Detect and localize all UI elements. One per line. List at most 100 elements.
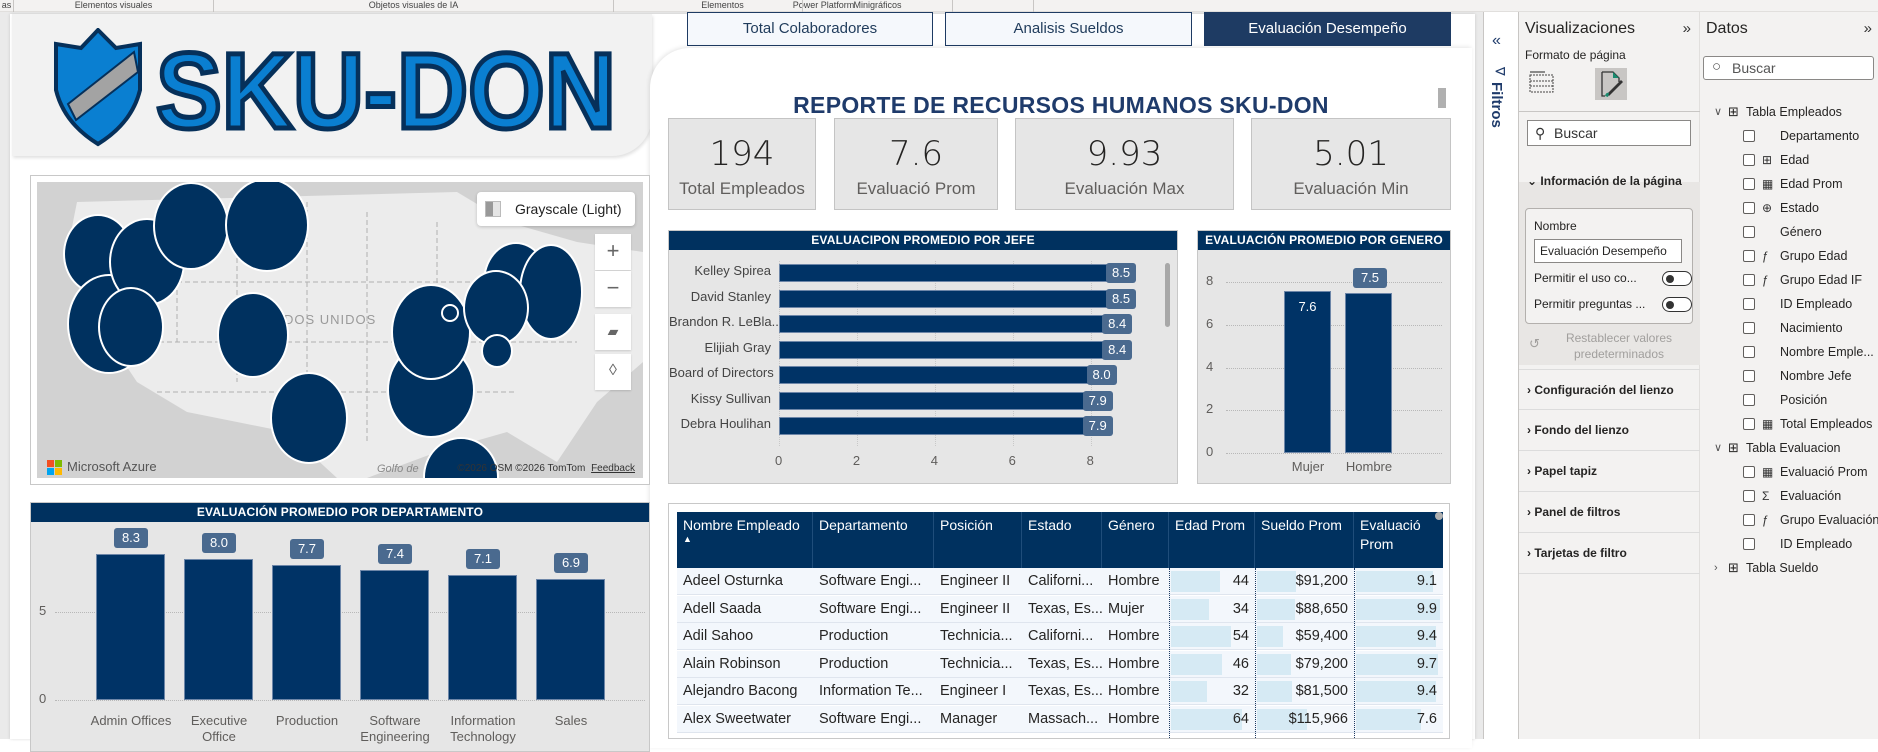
column-header-evaluacion-prom[interactable]: Evaluació Prom [1360,517,1421,552]
bar[interactable] [779,315,1107,333]
expand-filters-icon[interactable]: « [1492,32,1501,49]
bar[interactable] [360,569,429,700]
map-bubble[interactable] [519,244,583,340]
chart-evaluacion-por-jefe[interactable]: EVALUACIPON PROMEDIO POR JEFE 0 2 4 6 8 Kelle… [668,230,1178,484]
field-checkbox[interactable] [1743,346,1755,358]
field-item[interactable]: ID Empleado [1700,292,1878,316]
field-item[interactable]: Departamento [1700,124,1878,148]
bar[interactable] [96,554,165,700]
field-item[interactable]: Σ Evaluación [1700,484,1878,508]
table-node[interactable]: › ⊞ Tabla Sueldo [1700,556,1878,580]
map-bubble[interactable] [217,292,289,378]
field-item[interactable]: ƒ Grupo Edad [1700,244,1878,268]
bar[interactable] [272,564,341,700]
ribbon-group-sparklines[interactable]: Minigráficos [803,0,953,12]
ribbon-group-ai-visuals[interactable]: Objetos visuales de IA [214,0,614,12]
field-item[interactable]: ▦ Evaluació Prom [1700,460,1878,484]
toggle-switch[interactable] [1662,297,1692,312]
section-filter-pane[interactable]: › Panel de filtros [1519,492,1701,533]
field-checkbox[interactable] [1743,418,1755,430]
field-checkbox[interactable] [1743,514,1755,526]
section-filter-cards[interactable]: › Tarjetas de filtro [1519,533,1701,574]
column-header-genero[interactable]: Género [1102,512,1169,568]
field-checkbox[interactable] [1743,490,1755,502]
field-item[interactable]: Nombre Jefe [1700,364,1878,388]
build-visual-icon[interactable] [1529,70,1555,94]
chevron-down-icon[interactable]: ∨ [1714,442,1723,454]
field-checkbox[interactable] [1743,250,1755,262]
bar[interactable] [536,578,605,700]
ribbon-group[interactable]: as [0,0,14,12]
bar[interactable] [779,264,1111,282]
field-item[interactable]: Posición [1700,388,1878,412]
map-bubble[interactable] [463,270,529,346]
field-item[interactable]: Nacimiento [1700,316,1878,340]
bar[interactable] [779,417,1087,435]
field-item[interactable]: ƒ Grupo Edad IF [1700,268,1878,292]
field-item[interactable]: ID Empleado [1700,532,1878,556]
field-checkbox[interactable] [1743,274,1755,286]
table-row[interactable]: Adil Sahoo Production Technicia... Californ… [677,623,1443,650]
employee-table[interactable]: Nombre Empleado ▲ Departamento Posición E… [668,503,1450,739]
field-checkbox[interactable] [1743,298,1755,310]
section-canvas-settings[interactable]: › Configuración del lienzo [1519,369,1701,410]
tab-total-colaboradores[interactable]: Total Colaboradores [687,12,933,46]
ribbon-group-power-platform[interactable]: Power Platform [614,0,1034,12]
table-node[interactable]: ∨ ⊞ Tabla Empleados [1700,100,1878,124]
filters-pane-collapsed[interactable]: « ⊲ Filtros [1483,12,1518,739]
column-header-nombre[interactable]: Nombre Empleado ▲ [677,512,813,568]
map-tilt-button[interactable]: ▰ [595,314,631,350]
map-compass-button[interactable]: ◊ [595,354,631,390]
bar[interactable] [779,340,1107,359]
chevron-right-icon[interactable]: › [1714,562,1718,574]
field-item[interactable]: Género [1700,220,1878,244]
chart-scrollbar[interactable] [1165,263,1170,327]
section-wallpaper[interactable]: › Papel tapiz [1519,451,1701,492]
map-visual[interactable]: ESTADOS UNIDOS Grayscale (Light) + − ▰ ◊ [30,175,650,485]
field-checkbox[interactable] [1743,178,1755,190]
bar[interactable] [779,366,1091,384]
field-checkbox[interactable] [1743,466,1755,478]
map-bubble[interactable] [391,284,471,380]
ribbon-group-elements[interactable]: Elementos [643,0,803,12]
collapse-pane-icon[interactable]: » [1682,20,1691,37]
table-row[interactable]: Adell Saada Software Engi... Engineer II Te… [677,595,1443,623]
bar[interactable] [1284,290,1331,453]
bar[interactable] [448,575,517,700]
tab-evaluacion-desempeno[interactable]: Evaluación Desempeño [1204,12,1451,46]
field-checkbox[interactable] [1743,130,1755,142]
map-bubble[interactable] [270,372,348,464]
filters-pane-label[interactable]: Filtros [1488,82,1505,128]
section-page-info[interactable]: ⌄ Información de la página [1519,164,1701,199]
map-bubble[interactable] [225,182,309,272]
field-item[interactable]: Nombre Emple... [1700,340,1878,364]
field-item[interactable]: ƒ Grupo Evaluación [1700,508,1878,532]
collapse-pane-icon[interactable]: » [1863,20,1872,37]
map-bubble[interactable] [98,287,164,367]
bar[interactable] [1345,293,1392,453]
table-row[interactable]: Alain Robinson Production Technicia... Texa… [677,650,1443,678]
table-row[interactable]: Alejandro Bacong Information Te... Enginee… [677,678,1443,705]
map-zoom-in-button[interactable]: + [595,234,631,270]
map-bubble[interactable] [153,182,229,270]
table-row[interactable]: Adeel Osturnka Software Engi... Engineer I… [677,568,1443,595]
ribbon-group-visual-elements[interactable]: Elementos visuales [14,0,214,12]
tab-analisis-sueldos[interactable]: Analisis Sueldos [945,12,1192,46]
page-name-input[interactable] [1534,239,1682,263]
field-checkbox[interactable] [1743,370,1755,382]
map-zoom-out-button[interactable]: − [595,271,631,307]
field-item[interactable]: ▦ Total Empleados [1700,412,1878,436]
field-checkbox[interactable] [1743,226,1755,238]
section-canvas-background[interactable]: › Fondo del lienzo [1519,410,1701,451]
column-header-edad-prom[interactable]: Edad Prom [1169,512,1255,568]
map-style-picker[interactable]: Grayscale (Light) [477,192,635,226]
field-checkbox[interactable] [1743,322,1755,334]
field-checkbox[interactable] [1743,202,1755,214]
chart-evaluacion-por-genero[interactable]: EVALUACIÓN PROMEDIO POR GENERO 0 2 4 6 8 7.6 M… [1197,230,1451,484]
data-search-input[interactable]: ○ Buscar [1703,56,1874,80]
field-checkbox[interactable] [1743,394,1755,406]
field-checkbox[interactable] [1743,154,1755,166]
map-bubble[interactable] [481,334,513,368]
column-header-estado[interactable]: Estado [1022,512,1102,568]
chevron-down-icon[interactable]: ∨ [1714,106,1723,118]
